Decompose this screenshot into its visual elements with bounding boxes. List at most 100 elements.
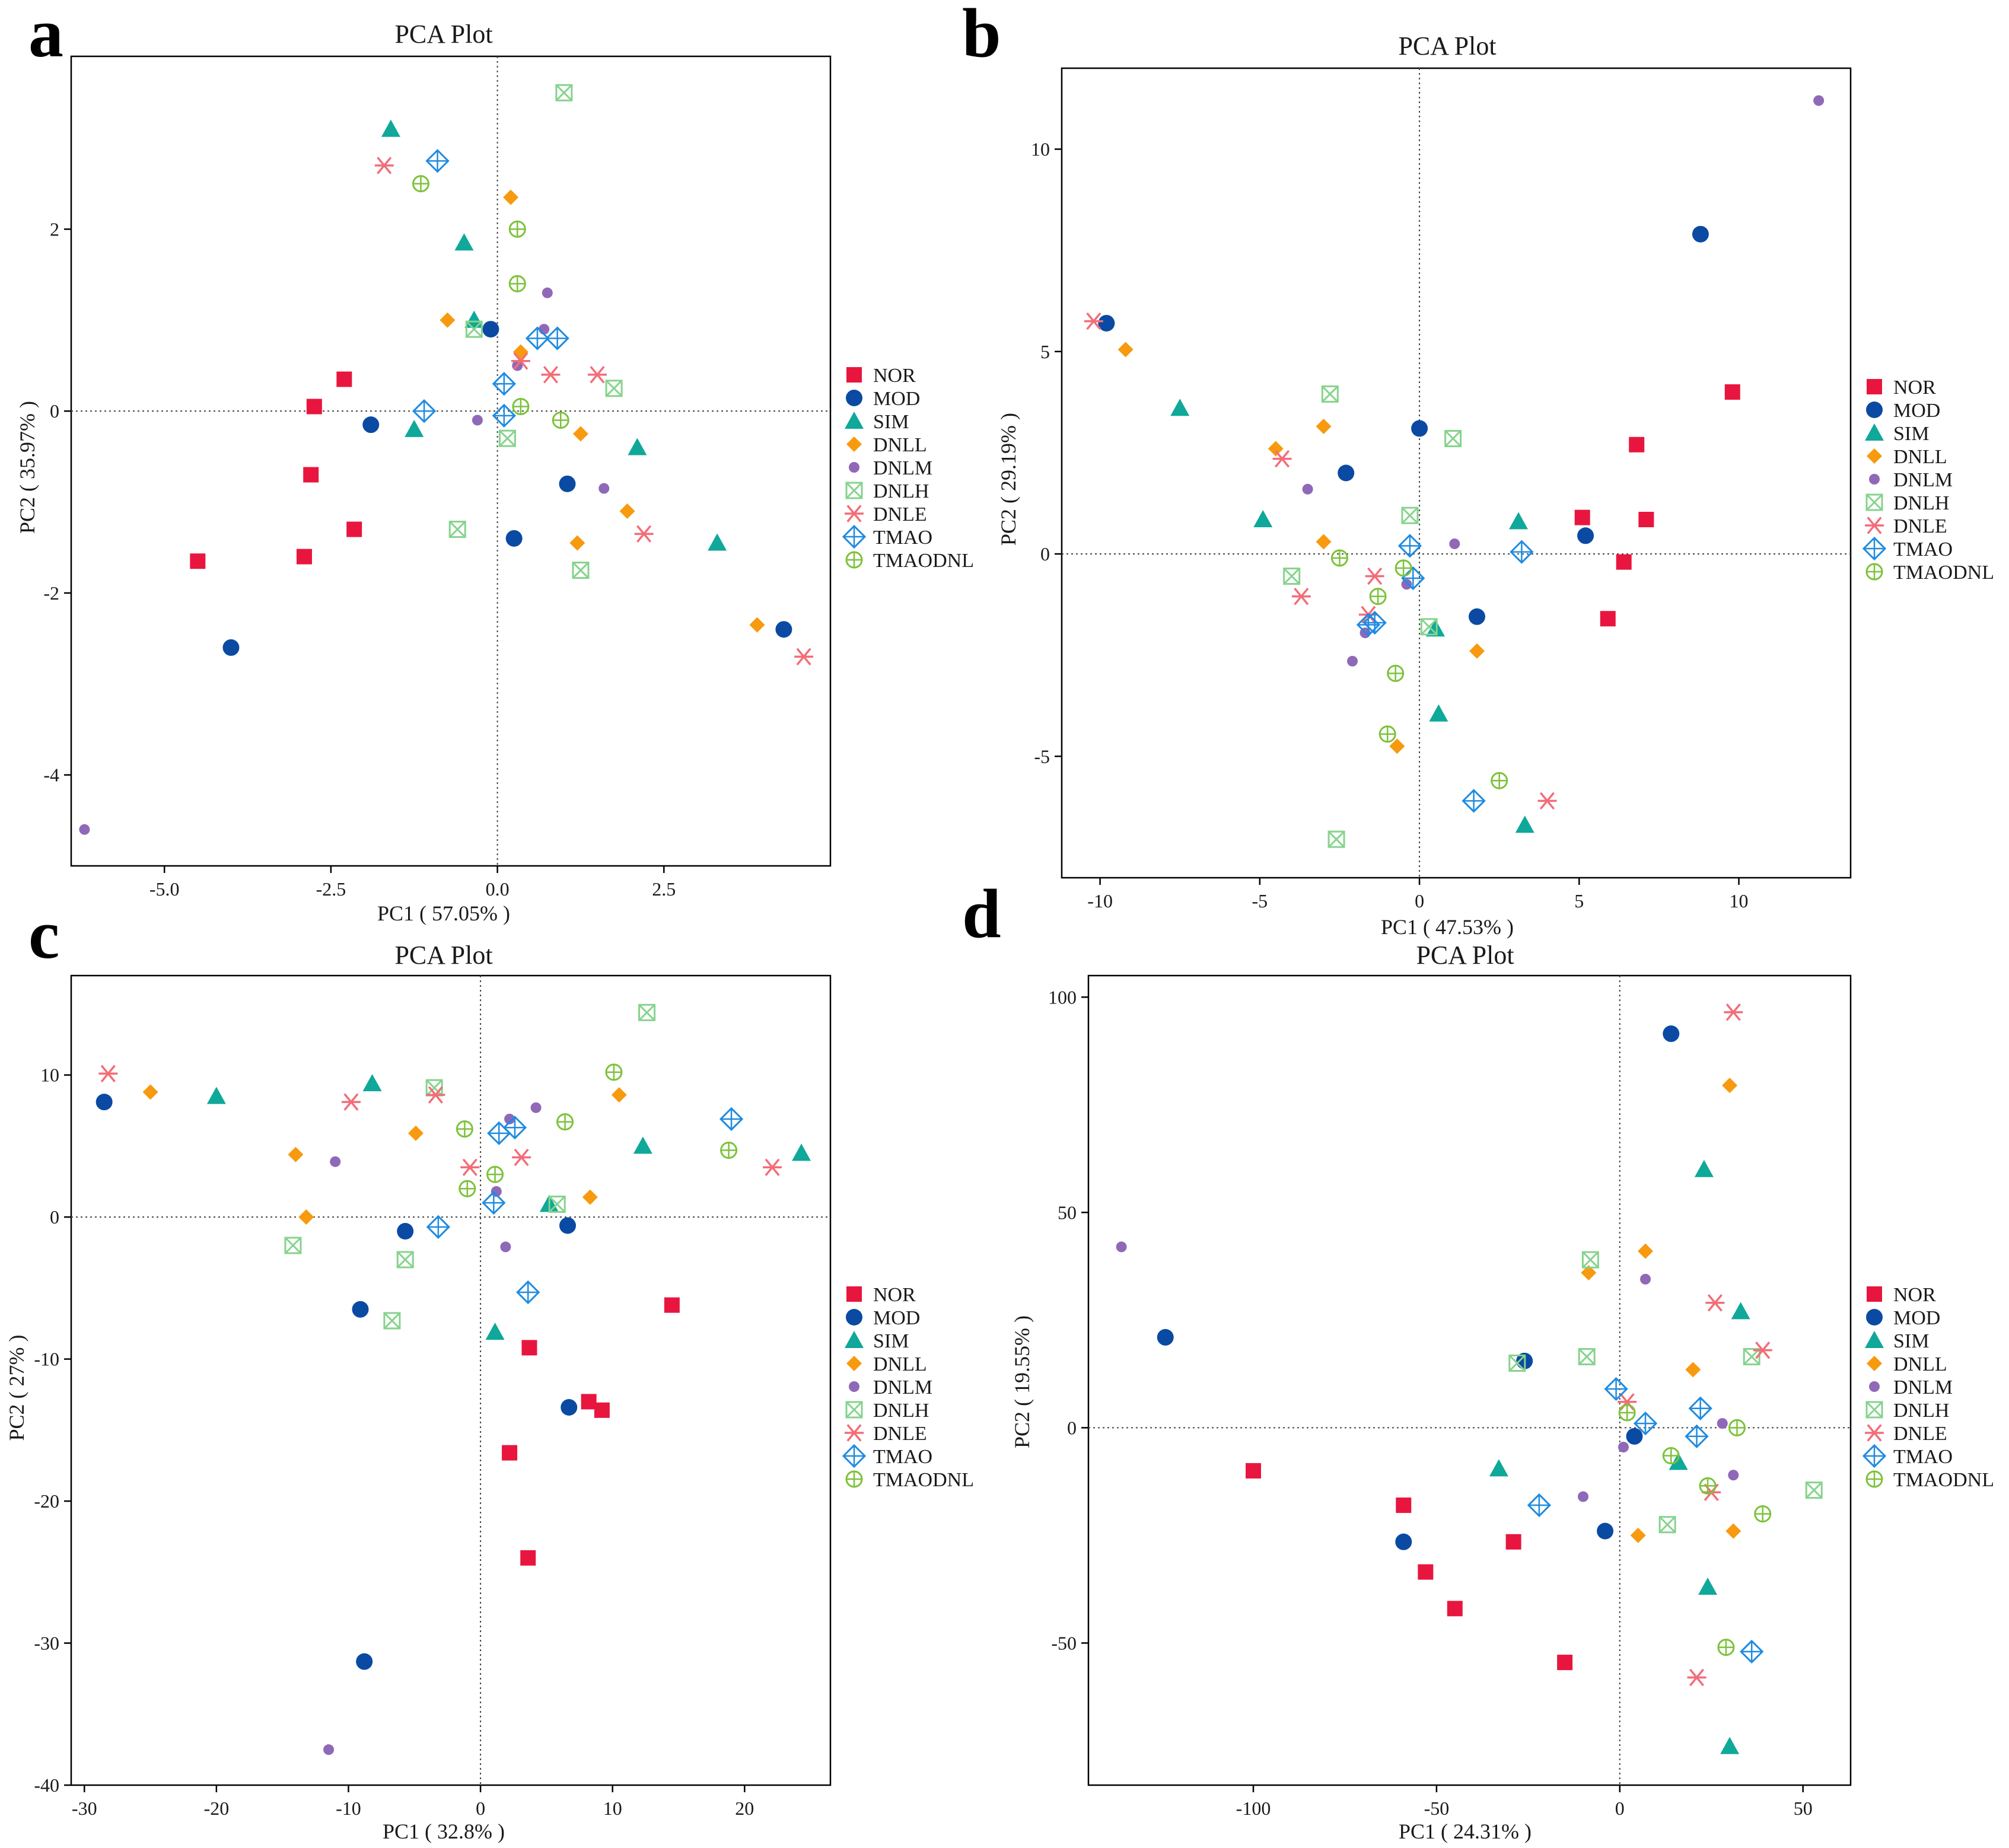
- data-points: [79, 84, 814, 835]
- x-axis-label: PC1 ( 47.53% ): [1381, 915, 1514, 939]
- point-sim: [206, 1087, 226, 1104]
- point-tmao: [545, 326, 569, 351]
- axis-ticks: -100 -50 0 50 -50 0 50 100: [1048, 986, 1813, 1819]
- x-tick-label: -100: [1236, 1798, 1271, 1819]
- point-nor: [346, 521, 362, 537]
- point-dnlh: [383, 1312, 401, 1330]
- legend-label-nor: NOR: [873, 1284, 916, 1306]
- point-dnlm: [1717, 1418, 1728, 1429]
- legend-label-tmao: TMAO: [1893, 539, 1953, 560]
- point-sim: [1698, 1578, 1718, 1595]
- y-tick-label: 50: [1058, 1202, 1077, 1223]
- point-tmao: [1462, 789, 1486, 813]
- x-axis-label: PC1 ( 32.8% ): [383, 1820, 505, 1843]
- legend-label-sim: SIM: [873, 411, 909, 433]
- point-sim: [405, 419, 424, 437]
- point-nor: [594, 1402, 610, 1418]
- point-mod: [1663, 1025, 1680, 1043]
- point-nor: [1600, 611, 1616, 627]
- point-mod: [1157, 1328, 1174, 1346]
- point-dnll: [569, 535, 585, 551]
- point-dnlm: [79, 824, 90, 835]
- point-dnll: [503, 189, 519, 205]
- point-tmaodnl: [1491, 772, 1508, 789]
- point-tmao: [1397, 534, 1422, 558]
- point-dnlm: [1116, 1241, 1127, 1253]
- point-dnlh: [1658, 1516, 1676, 1534]
- point-dnlh: [498, 429, 516, 447]
- point-sim: [1694, 1159, 1714, 1177]
- point-sim: [1489, 1459, 1508, 1477]
- legend-marker-dnll: [1867, 1356, 1882, 1371]
- point-dnlm: [1728, 1470, 1739, 1481]
- x-tick-label: -50: [1424, 1798, 1450, 1819]
- point-tmaodnl: [605, 1063, 623, 1081]
- legend-marker-tmao: [1862, 1444, 1887, 1468]
- point-dnlm: [323, 1744, 335, 1755]
- point-mod: [352, 1301, 369, 1318]
- point-dnle: [1365, 567, 1384, 585]
- plot-frame: [1061, 67, 1852, 879]
- point-dnlh: [448, 521, 466, 539]
- point-dnll: [440, 312, 456, 328]
- legend-marker-dnlm: [1869, 474, 1880, 485]
- point-dnlh: [1508, 1354, 1526, 1372]
- x-tick-label: 0.0: [486, 878, 510, 900]
- point-tmaodnl: [1754, 1505, 1772, 1523]
- plot-title: PCA Plot: [1398, 31, 1496, 60]
- point-dnle: [1687, 1668, 1706, 1687]
- point-tmao: [1362, 610, 1387, 635]
- point-dnle: [341, 1093, 361, 1111]
- legend-marker-nor: [1867, 379, 1882, 394]
- point-mod: [775, 621, 792, 638]
- point-tmaodnl: [486, 1165, 504, 1183]
- point-tmao: [426, 1215, 450, 1239]
- point-mod: [482, 321, 499, 338]
- axis-ticks: -5.0 -2.5 0.0 2.5 -4 -2 0 2: [43, 218, 676, 900]
- point-dnlm: [598, 483, 610, 494]
- axis-ticks: -30 -20 -10 0 10 20 -40 -30 -20 -10 0 10: [34, 1065, 754, 1819]
- legend-marker-sim: [1865, 423, 1884, 441]
- point-nor: [1246, 1463, 1262, 1479]
- legend-label-nor: NOR: [1893, 377, 1936, 399]
- point-tmao: [1633, 1411, 1658, 1436]
- y-tick-label: -30: [34, 1633, 59, 1654]
- point-dnle: [763, 1158, 782, 1177]
- point-dnle: [1753, 1341, 1772, 1359]
- axis-ticks: -10 -5 0 5 10 -5 0 5 10: [1031, 139, 1749, 912]
- point-sim: [1669, 1452, 1688, 1470]
- panel-c: PCA Plot PC1 ( 32.8% ) PC2 ( 27% ) -30 -2…: [5, 941, 974, 1843]
- legend-label-dnlh: DNLH: [873, 480, 929, 502]
- point-tmao: [412, 399, 437, 423]
- point-nor: [1418, 1564, 1434, 1580]
- point-dnlh: [605, 380, 623, 397]
- y-tick-label: 0: [50, 1206, 59, 1228]
- point-tmaodnl: [1330, 549, 1348, 567]
- point-tmaodnl: [1618, 1404, 1636, 1422]
- point-tmaodnl: [412, 175, 429, 193]
- point-dnle: [1291, 587, 1311, 606]
- legend-marker-dnlm: [849, 462, 859, 473]
- point-dnll: [298, 1209, 314, 1225]
- legend-label-mod: MOD: [873, 388, 920, 410]
- y-tick-label: -2: [43, 582, 59, 604]
- point-mod: [1469, 608, 1485, 625]
- point-dnlh: [1743, 1348, 1760, 1366]
- point-tmao: [1688, 1396, 1712, 1420]
- point-tmao: [492, 372, 516, 396]
- point-dnle: [1272, 450, 1292, 468]
- point-dnlm: [1401, 579, 1412, 590]
- point-nor: [1447, 1601, 1463, 1617]
- legend-marker-dnle: [845, 505, 864, 522]
- point-dnlm: [1302, 483, 1313, 495]
- point-sim: [708, 533, 727, 551]
- legend-label-tmaodnl: TMAODNL: [873, 1469, 974, 1491]
- point-tmao: [516, 1280, 540, 1305]
- y-tick-label: -40: [34, 1774, 59, 1796]
- point-tmao: [1740, 1639, 1764, 1664]
- point-nor: [336, 371, 352, 387]
- point-dnll: [1685, 1362, 1701, 1378]
- point-dnlm: [1813, 95, 1825, 106]
